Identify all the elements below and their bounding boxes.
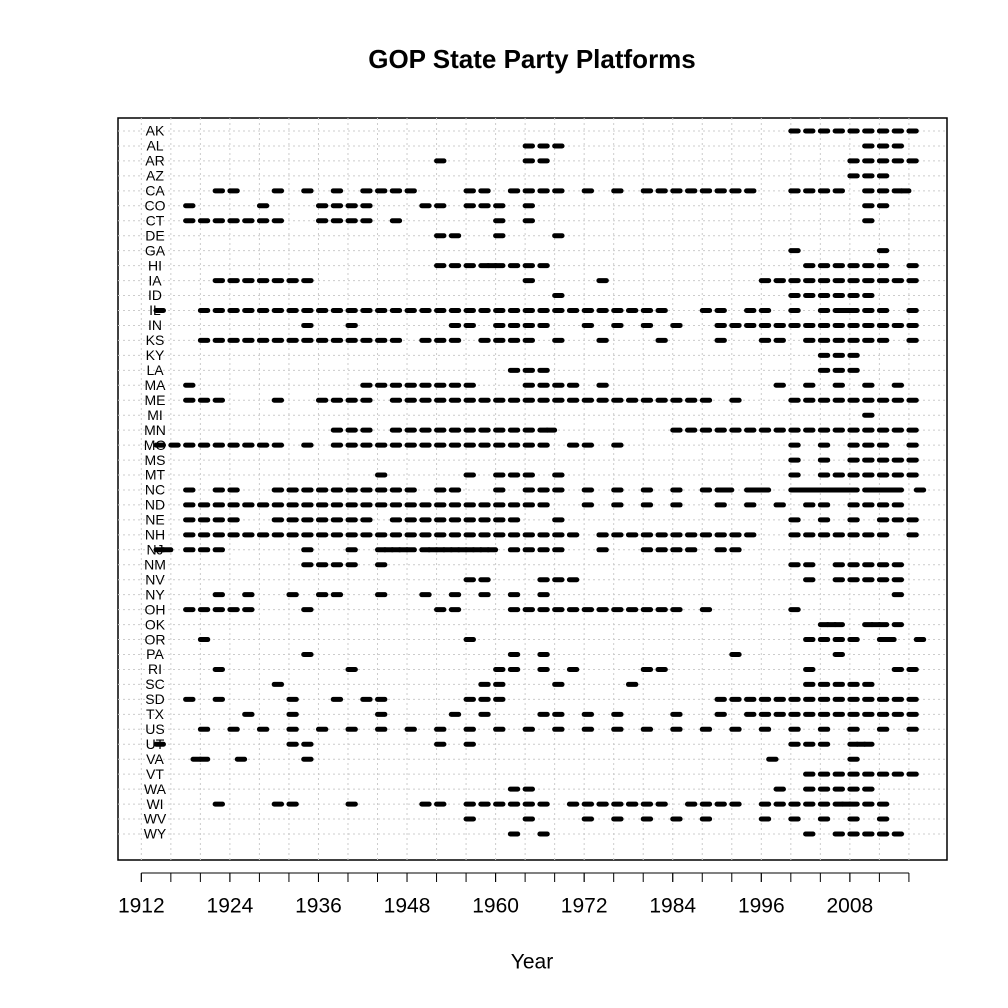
y-tick-label: US — [145, 721, 164, 737]
y-tick-label: WY — [144, 826, 167, 842]
y-tick-label: OH — [145, 601, 166, 617]
y-tick-label: RI — [148, 661, 162, 677]
y-tick-label: ID — [148, 287, 162, 303]
y-tick-label: MN — [144, 422, 166, 438]
y-tick-label: VA — [146, 751, 164, 767]
y-tick-label: AK — [146, 123, 165, 139]
y-tick-label: LA — [146, 362, 164, 378]
chart-title: GOP State Party Platforms — [368, 44, 696, 74]
y-tick-label: CT — [146, 212, 165, 228]
y-tick-label: AL — [146, 138, 163, 154]
y-tick-label: MS — [145, 452, 166, 468]
y-tick-label: NE — [145, 512, 164, 528]
y-tick-label: SC — [145, 676, 164, 692]
y-tick-label: CA — [145, 183, 165, 199]
x-tick-label: 2008 — [827, 895, 874, 918]
y-tick-label: AR — [145, 153, 164, 169]
y-tick-label: KY — [146, 347, 165, 363]
y-tick-label: DE — [145, 227, 164, 243]
y-tick-label: SD — [145, 691, 164, 707]
y-tick-label: VT — [146, 766, 164, 782]
x-axis-label: Year — [511, 951, 553, 974]
y-tick-label: GA — [145, 242, 166, 258]
y-tick-label: OR — [145, 631, 166, 647]
y-tick-label: WV — [144, 811, 167, 827]
y-tick-label: IN — [148, 317, 162, 333]
x-tick-label: 1936 — [295, 895, 342, 918]
y-tick-label: AZ — [146, 168, 164, 184]
y-tick-label: MA — [145, 377, 167, 393]
y-tick-label: HI — [148, 257, 162, 273]
y-tick-label: ND — [145, 497, 165, 513]
y-tick-label: TX — [146, 706, 165, 722]
y-tick-label: IA — [148, 272, 162, 288]
y-tick-label: MT — [145, 467, 166, 483]
x-tick-label: 1960 — [472, 895, 519, 918]
x-tick-label: 1924 — [207, 895, 254, 918]
x-tick-label: 1972 — [561, 895, 608, 918]
x-tick-label: 1912 — [118, 895, 165, 918]
x-tick-label: 1996 — [738, 895, 785, 918]
y-tick-label: NY — [145, 586, 165, 602]
y-tick-label: NH — [145, 527, 165, 543]
y-tick-label: MI — [147, 407, 163, 423]
x-tick-label: 1984 — [649, 895, 696, 918]
y-tick-label: NM — [144, 556, 166, 572]
y-tick-label: NV — [145, 571, 165, 587]
x-tick-label: 1948 — [384, 895, 431, 918]
y-tick-label: NC — [145, 482, 165, 498]
y-tick-label: WA — [144, 781, 167, 797]
y-tick-label: PA — [146, 646, 164, 662]
plot-frame — [117, 117, 948, 861]
y-tick-label: CO — [145, 197, 166, 213]
y-tick-label: ME — [145, 392, 166, 408]
y-tick-label: WI — [146, 796, 163, 812]
y-tick-label: KS — [146, 332, 165, 348]
y-tick-label: OK — [145, 616, 166, 632]
